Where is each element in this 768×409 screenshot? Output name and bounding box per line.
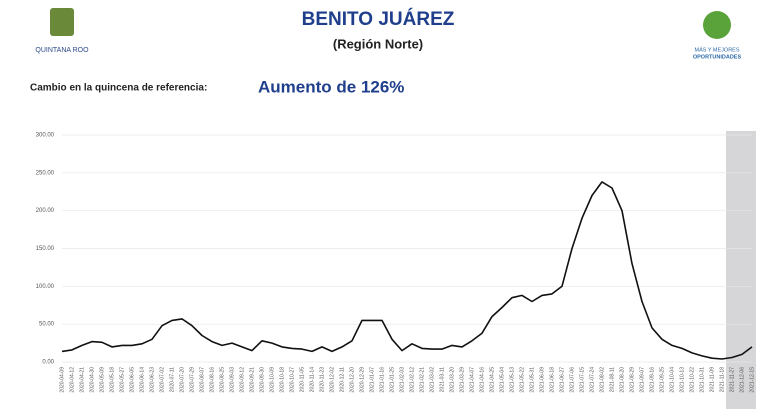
x-tick-label: 2021-03-11 (439, 367, 445, 392)
x-tick-label: 2020-10-09 (269, 367, 275, 393)
x-tick-label: 2020-10-18 (279, 367, 285, 393)
x-tick-label: 2020-05-18 (109, 367, 115, 393)
x-tick-label: 2020-05-27 (119, 367, 125, 393)
x-tick-label: 2021-07-06 (569, 367, 575, 393)
chart-title: BENITO JUÁREZ (302, 8, 455, 30)
x-tick-label: 2020-08-16 (209, 367, 215, 393)
x-tick-label: 2020-08-25 (219, 367, 225, 393)
right-logo-tree (703, 11, 731, 39)
y-tick-label: 250.00 (36, 170, 55, 176)
x-tick-label: 2021-06-27 (559, 367, 565, 393)
x-tick-label: 2021-06-09 (539, 367, 545, 393)
x-tick-label: 2021-04-16 (479, 367, 485, 393)
x-tick-label: 2021-12-15 (749, 367, 755, 393)
y-tick-label: 100.00 (36, 284, 55, 290)
annotation-value: Aumento de 126% (258, 77, 404, 96)
x-tick-label: 2020-05-09 (99, 367, 105, 393)
y-tick-label: 200.00 (36, 208, 55, 214)
x-tick-label: 2020-12-20 (349, 367, 355, 393)
x-tick-label: 2020-11-23 (319, 367, 325, 392)
x-tick-label: 2020-11-14 (309, 367, 315, 392)
x-tick-label: 2021-11-18 (719, 367, 725, 392)
x-tick-label: 2021-08-11 (609, 367, 615, 392)
x-tick-label: 2020-08-07 (199, 367, 205, 393)
x-tick-label: 2020-09-21 (249, 367, 255, 393)
x-tick-label: 2020-12-29 (359, 367, 365, 393)
x-tick-label: 2020-07-02 (159, 367, 165, 393)
x-tick-label: 2021-10-22 (689, 367, 695, 393)
x-tick-label: 2021-05-13 (509, 367, 515, 393)
x-tick-label: 2021-10-04 (669, 367, 675, 393)
x-tick-label: 2020-04-30 (89, 367, 95, 393)
x-tick-label: 2021-08-20 (619, 367, 625, 393)
x-tick-label: 2020-06-14 (139, 367, 145, 393)
x-tick-label: 2021-07-24 (589, 367, 595, 393)
x-tick-label: 2020-07-20 (179, 367, 185, 393)
x-tick-label: 2020-12-11 (339, 367, 345, 392)
right-logo-text: OPORTUNIDADES (693, 54, 742, 60)
x-tick-label: 2021-01-25 (389, 367, 395, 393)
x-tick-label: 2021-05-04 (499, 367, 505, 393)
x-tick-label: 2021-08-02 (599, 367, 605, 393)
x-tick-label: 2021-05-31 (529, 367, 535, 393)
right-logo-text: MÁS Y MEJORES (694, 46, 739, 53)
x-tick-label: 2020-06-23 (149, 367, 155, 393)
x-tick-label: 2021-02-21 (419, 367, 425, 393)
x-tick-label: 2020-04-12 (69, 367, 75, 393)
y-tick-label: 50.00 (39, 322, 55, 328)
x-tick-label: 2021-05-22 (519, 367, 525, 393)
x-tick-label: 2021-11-27 (729, 367, 735, 392)
x-tick-label: 2020-09-30 (259, 367, 265, 393)
x-tick-label: 2021-09-25 (659, 367, 665, 393)
chart-subtitle: (Región Norte) (333, 36, 423, 51)
x-tick-label: 2021-04-25 (489, 367, 495, 393)
y-tick-label: 0.00 (42, 360, 54, 366)
x-tick-label: 2021-02-03 (399, 367, 405, 393)
x-tick-label: 2021-03-20 (449, 367, 455, 393)
x-tick-label: 2020-04-21 (79, 367, 85, 393)
x-tick-label: 2021-07-15 (579, 367, 585, 393)
x-tick-label: 2020-07-11 (169, 367, 175, 392)
x-tick-label: 2020-10-27 (289, 367, 295, 393)
x-tick-label: 2021-10-31 (699, 367, 705, 393)
highlight-band (726, 131, 756, 409)
annotation-label: Cambio en la quincena de referencia: (30, 83, 207, 94)
y-tick-label: 150.00 (36, 246, 55, 252)
x-tick-label: 2021-06-18 (549, 367, 555, 393)
x-tick-label: 2020-09-03 (229, 367, 235, 393)
left-logo-text: QUINTANA ROO (35, 47, 89, 54)
x-tick-label: 2021-12-06 (739, 367, 745, 393)
x-tick-label: 2021-02-12 (409, 367, 415, 393)
x-tick-label: 2021-09-16 (649, 367, 655, 393)
line (61, 181, 753, 360)
x-tick-label: 2020-04-09 (59, 367, 65, 393)
x-tick-label: 2020-09-12 (239, 367, 245, 393)
x-tick-label: 2021-01-07 (369, 367, 375, 393)
x-tick-label: 2020-07-29 (189, 367, 195, 393)
x-tick-label: 2021-09-07 (639, 367, 645, 393)
x-tick-label: 2020-12-02 (329, 367, 335, 393)
left-logo-shield (50, 8, 74, 36)
x-tick-label: 2021-10-13 (679, 367, 685, 393)
x-tick-label: 2021-08-29 (629, 367, 635, 393)
x-tick-label: 2021-04-07 (469, 367, 475, 393)
x-tick-label: 2021-03-29 (459, 367, 465, 393)
x-tick-label: 2020-11-05 (299, 367, 305, 392)
x-tick-label: 2021-11-09 (709, 367, 715, 392)
y-tick-label: 300.00 (36, 133, 55, 139)
x-tick-label: 2021-03-02 (429, 367, 435, 393)
x-tick-label: 2021-01-16 (379, 367, 385, 393)
x-tick-label: 2020-06-05 (129, 367, 135, 393)
